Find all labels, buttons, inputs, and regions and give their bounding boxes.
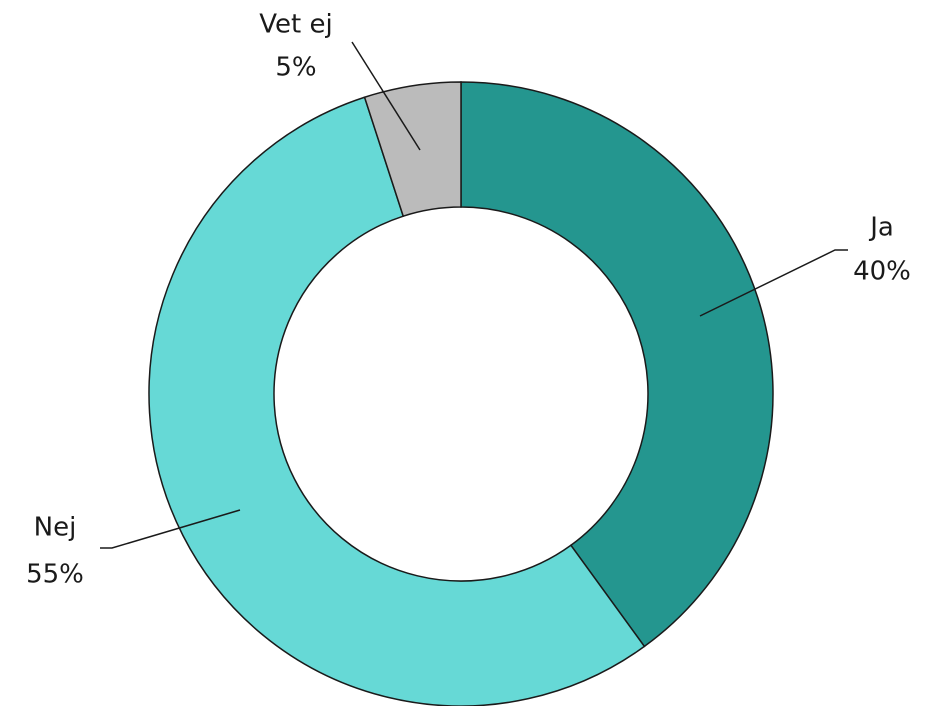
leader-line	[351, 41, 421, 151]
donut-slice	[363, 81, 462, 218]
donut-slice	[460, 81, 774, 648]
slice-label: Vet ej	[259, 10, 332, 40]
value-label: 55%	[26, 560, 84, 590]
value-label: 40%	[853, 257, 911, 287]
leader-line	[100, 509, 241, 549]
slice-label: Ja	[868, 213, 894, 243]
slice-label: Nej	[34, 513, 77, 543]
leader-line	[699, 249, 848, 317]
donut-slice	[148, 96, 646, 706]
value-label: 5%	[275, 53, 316, 83]
